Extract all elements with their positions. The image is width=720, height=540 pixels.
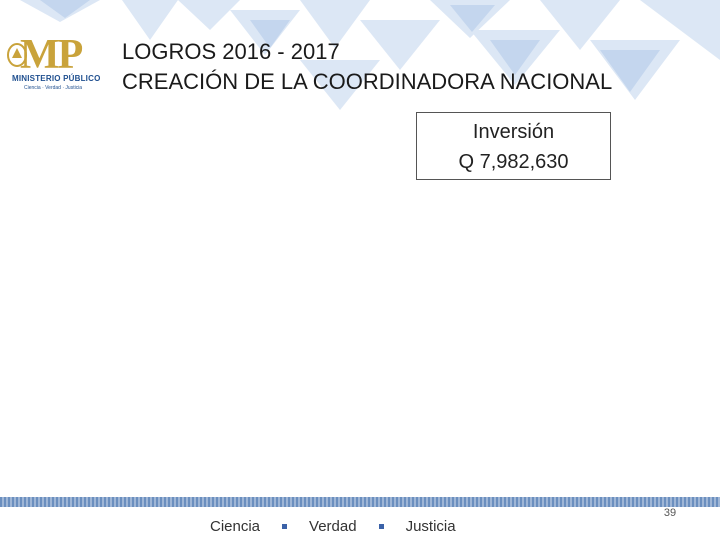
investment-label: Inversión bbox=[472, 121, 555, 143]
footer-bar bbox=[0, 497, 720, 507]
title-line-2: CREACIÓN DE LA COORDINADORA NACIONAL bbox=[122, 69, 613, 94]
logo-initials: MP bbox=[20, 32, 83, 78]
seal-icon bbox=[7, 43, 27, 67]
footer-motto: Ciencia Verdad Justicia bbox=[210, 515, 530, 537]
investment-box: Inversión Q 7,982,630 bbox=[416, 112, 611, 180]
bullet-icon bbox=[378, 523, 384, 529]
page-number: 39 bbox=[663, 507, 677, 519]
footer-word-ciencia: Ciencia bbox=[210, 517, 261, 535]
bullet-icon bbox=[282, 523, 288, 529]
title-line-1: LOGROS 2016 - 2017 bbox=[122, 39, 340, 64]
logo-tagline: Ciencia · Verdad · Justicia bbox=[24, 85, 83, 91]
footer-word-verdad: Verdad bbox=[309, 517, 357, 535]
slide-title: LOGROS 2016 - 2017 CREACIÓN DE LA COORDI… bbox=[122, 38, 712, 98]
footer-word-justicia: Justicia bbox=[405, 517, 456, 535]
header-background-pattern bbox=[20, 0, 720, 110]
ministerio-publico-logo: MP MINISTERIO PÚBLICO Ciencia · Verdad ·… bbox=[6, 34, 110, 96]
logo-name: MINISTERIO PÚBLICO bbox=[12, 74, 101, 83]
investment-amount: Q 7,982,630 bbox=[458, 151, 569, 173]
